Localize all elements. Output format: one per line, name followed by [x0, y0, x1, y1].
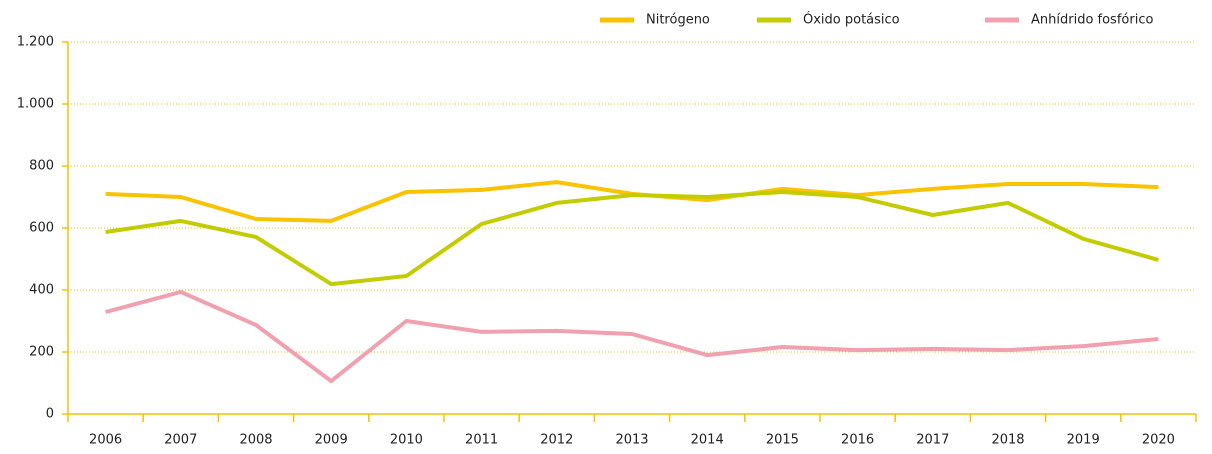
x-tick-label: 2020	[1142, 433, 1175, 448]
legend-label: Nitrógeno	[646, 13, 710, 28]
y-tick-label: 200	[29, 345, 54, 360]
x-tick-label: 2007	[164, 433, 197, 448]
y-tick-label: 1.200	[17, 35, 54, 50]
y-tick-label: 600	[29, 221, 54, 236]
series-line	[105, 180, 1159, 223]
legend-label: Anhídrido fosfórico	[1031, 13, 1153, 28]
x-tick-label: 2011	[465, 433, 498, 448]
x-tick-label: 2012	[540, 433, 573, 448]
y-tick-label: 1.000	[17, 97, 54, 112]
y-tick-label: 400	[29, 283, 54, 298]
x-tick-label: 2010	[390, 433, 423, 448]
x-tick-label: 2014	[691, 433, 724, 448]
x-tick-label: 2013	[615, 433, 648, 448]
x-tick-label: 2006	[89, 433, 122, 448]
x-tick-label: 2009	[315, 433, 348, 448]
legend-label: Óxido potásico	[803, 12, 900, 28]
x-tick-label: 2019	[1067, 433, 1100, 448]
x-tick-label: 2016	[841, 433, 874, 448]
y-tick-label: 0	[46, 407, 54, 422]
x-tick-label: 2017	[916, 433, 949, 448]
series-line	[105, 289, 1159, 384]
x-tick-label: 2015	[766, 433, 799, 448]
x-tick-label: 2018	[991, 433, 1024, 448]
x-tick-label: 2008	[239, 433, 272, 448]
series-line	[105, 190, 1159, 287]
y-tick-label: 800	[29, 159, 54, 174]
